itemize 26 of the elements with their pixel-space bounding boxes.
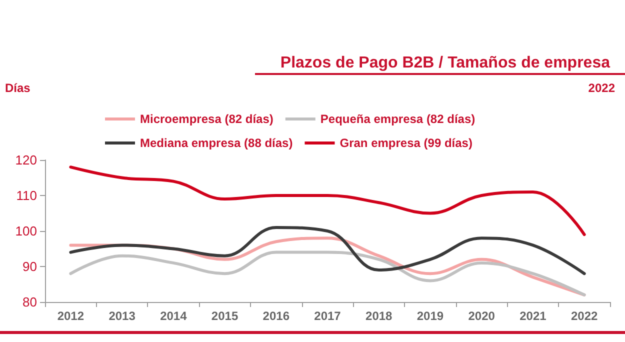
y-axis-title: Días [5, 81, 31, 95]
chart-title: Plazos de Pago B2B / Tamaños de empresa [280, 54, 610, 72]
y-tick-label: 120 [15, 152, 37, 168]
legend-label: Mediana empresa (88 días) [140, 136, 293, 150]
x-tick-label: 2014 [160, 309, 188, 323]
x-tick-label: 2016 [262, 309, 290, 323]
y-tick-label: 80 [22, 294, 37, 310]
line-series [69, 226, 586, 276]
y-tick-label: 100 [15, 224, 37, 238]
line-series [69, 250, 586, 296]
x-tick-label: 2012 [57, 309, 84, 323]
x-tick-label: 2013 [108, 309, 136, 323]
x-tick-label: 2015 [211, 309, 238, 323]
x-tick-label: 2019 [416, 309, 444, 323]
x-tick-label: 2017 [314, 309, 342, 323]
y-tick-label: 110 [16, 188, 37, 203]
x-tick-label: 2020 [468, 309, 496, 323]
x-tick-label: 2018 [366, 309, 393, 323]
legend-label: Microempresa (82 días) [140, 112, 274, 126]
legend-label: Gran empresa (99 días) [340, 136, 472, 150]
legend-label: Pequeña empresa (82 días) [320, 112, 476, 126]
y-tick-label: 90 [22, 259, 37, 274]
text: 2022 [588, 81, 616, 95]
x-tick-label: 2022 [570, 309, 598, 323]
line-series [69, 166, 586, 236]
x-tick-label: 2021 [520, 309, 547, 323]
